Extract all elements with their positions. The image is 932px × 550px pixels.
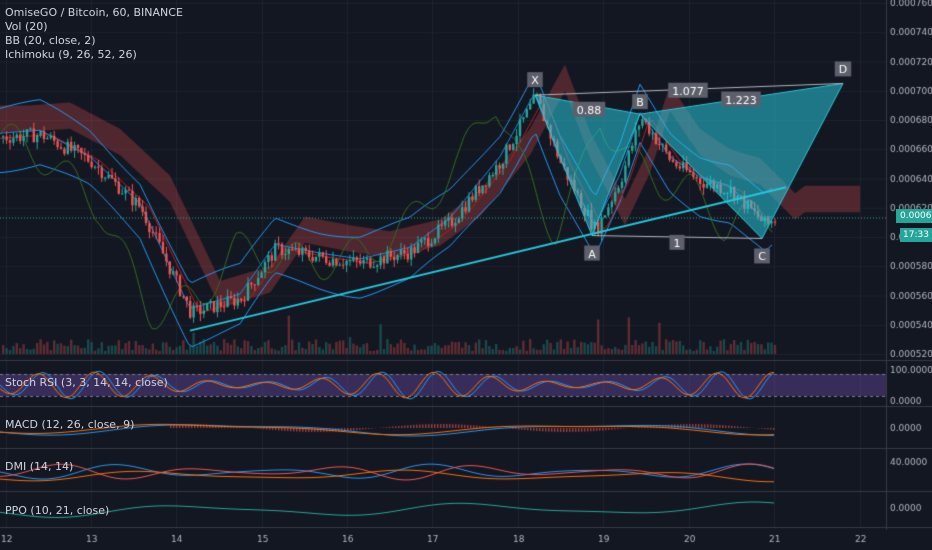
indicator-bb[interactable]: BB (20, close, 2) bbox=[5, 34, 96, 47]
symbol-title[interactable]: OmiseGO / Bitcoin, 60, BINANCE bbox=[5, 6, 183, 19]
indicator-vol[interactable]: Vol (20) bbox=[5, 20, 48, 33]
bar-countdown-label: 17:33 bbox=[900, 228, 932, 242]
macd-title[interactable]: MACD (12, 26, close, 9) bbox=[5, 418, 135, 431]
dmi-title[interactable]: DMI (14, 14) bbox=[5, 460, 74, 473]
stoch-rsi-title[interactable]: Stoch RSI (3, 3, 14, 14, close) bbox=[5, 376, 168, 389]
chart-legend: OmiseGO / Bitcoin, 60, BINANCE Vol (20) … bbox=[5, 6, 183, 62]
indicator-ichimoku[interactable]: Ichimoku (9, 26, 52, 26) bbox=[5, 48, 137, 61]
ppo-title[interactable]: PPO (10, 21, close) bbox=[5, 504, 110, 517]
last-price-label: 0.000613 bbox=[896, 209, 932, 223]
